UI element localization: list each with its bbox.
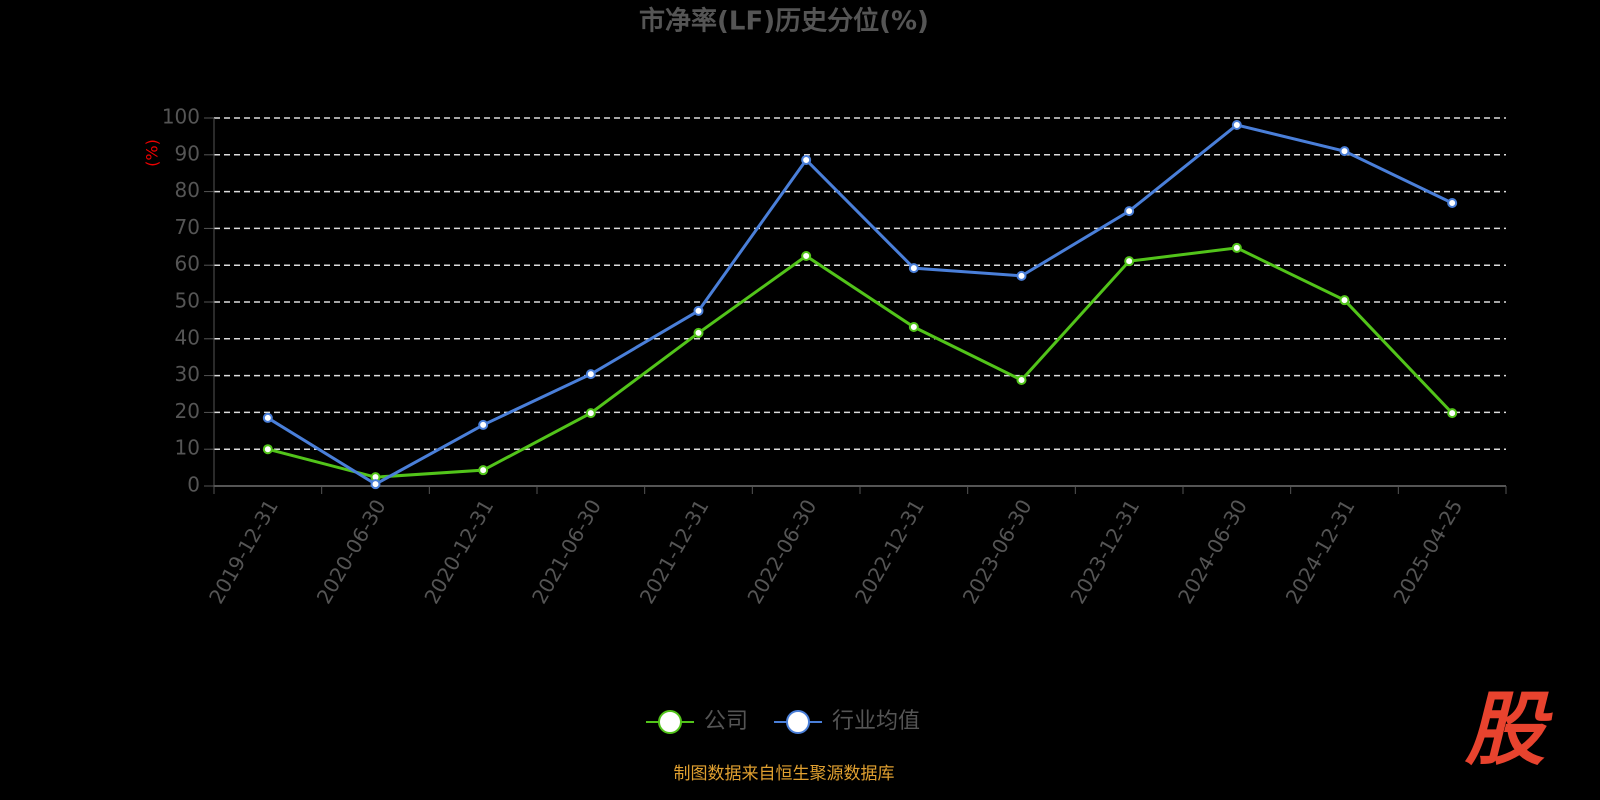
source-note: 制图数据来自恒生聚源数据库	[674, 764, 895, 784]
data-point	[1447, 408, 1458, 419]
data-point	[1016, 270, 1027, 281]
y-tick-label: 80	[175, 178, 200, 202]
data-point	[585, 369, 596, 380]
data-point	[585, 408, 596, 419]
data-point	[908, 263, 919, 274]
data-point	[801, 154, 812, 165]
data-point	[908, 322, 919, 333]
data-point	[1231, 242, 1242, 253]
y-tick-label: 0	[187, 473, 200, 497]
y-axis-label: (%)	[143, 139, 162, 167]
data-point	[1124, 206, 1135, 217]
series-line	[267, 123, 1453, 486]
data-point	[262, 444, 273, 455]
data-point	[1231, 119, 1242, 130]
data-point	[1016, 375, 1027, 386]
chart-title: 市净率(LF)历史分位(%)	[639, 6, 929, 37]
legend-marker	[658, 710, 682, 734]
y-tick-label: 70	[175, 215, 200, 239]
data-point	[262, 412, 273, 423]
legend-item: 行业均值	[774, 709, 920, 734]
data-point	[1447, 198, 1458, 209]
legend-label: 公司	[704, 709, 748, 734]
data-point	[478, 419, 489, 430]
data-point	[1339, 146, 1350, 157]
data-point	[1339, 295, 1350, 306]
y-tick-label: 90	[175, 141, 200, 165]
y-tick-label: 20	[175, 399, 200, 423]
data-point	[693, 305, 704, 316]
y-tick-label: 50	[175, 289, 200, 313]
legend-label: 行业均值	[832, 709, 920, 734]
data-point	[693, 327, 704, 338]
data-point	[370, 479, 381, 490]
data-point	[801, 251, 812, 261]
y-tick-label: 30	[175, 362, 200, 386]
y-tick-label: 100	[162, 105, 200, 129]
y-tick-label: 60	[175, 252, 200, 276]
legend-marker	[786, 710, 811, 734]
data-point	[1124, 256, 1135, 267]
legend-item: 公司	[646, 709, 748, 734]
y-tick-label: 40	[175, 325, 200, 349]
logo: 股	[1464, 683, 1553, 776]
data-point	[478, 465, 489, 476]
series-line	[267, 246, 1454, 479]
y-tick-label: 10	[175, 436, 200, 460]
